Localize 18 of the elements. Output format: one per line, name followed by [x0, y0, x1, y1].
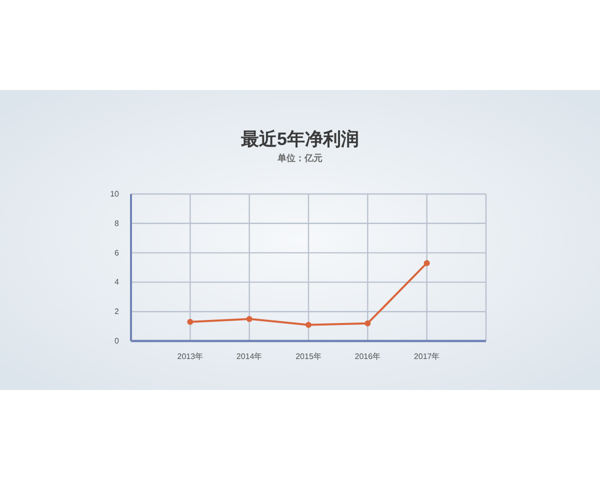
y-tick-label: 8 — [114, 218, 120, 228]
point — [364, 320, 371, 326]
x-tick-label: 2013年 — [177, 352, 204, 361]
y-tick-label: 0 — [114, 336, 120, 346]
point — [424, 260, 430, 266]
chart-title: 最近5年净利润 — [240, 129, 360, 149]
chart-subtitle: 单位：亿元 — [276, 153, 322, 163]
y-tick-label: 10 — [110, 190, 120, 198]
point — [246, 316, 252, 322]
point — [187, 318, 194, 325]
y-tick-label: 6 — [114, 248, 120, 258]
x-tick-label: 2016年 — [354, 352, 381, 361]
x-tick-label: 2015年 — [296, 352, 322, 361]
x-tick-label: 2017年 — [414, 352, 440, 361]
y-tick-label: 4 — [114, 278, 120, 287]
x-tick-label: 2014年 — [236, 352, 262, 361]
y-tick-label: 2 — [114, 307, 120, 316]
point — [306, 322, 312, 328]
